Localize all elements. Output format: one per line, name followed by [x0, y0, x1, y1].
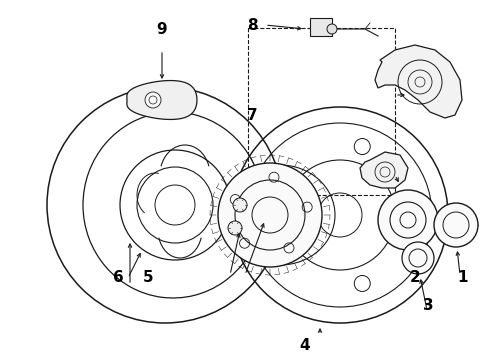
Text: 8: 8 [246, 18, 257, 32]
Bar [248, 28, 395, 195]
Polygon shape [127, 81, 197, 120]
Text: 5: 5 [143, 270, 153, 285]
Text: 6: 6 [113, 270, 123, 285]
Circle shape [218, 163, 322, 267]
Circle shape [378, 190, 438, 250]
Text: 3: 3 [423, 297, 433, 312]
Text: 1: 1 [458, 270, 468, 285]
Text: 9: 9 [157, 22, 167, 37]
Text: 2: 2 [410, 270, 420, 285]
Bar [310, 18, 332, 36]
Circle shape [327, 24, 337, 34]
Polygon shape [360, 152, 408, 188]
Circle shape [402, 242, 434, 274]
Circle shape [434, 203, 478, 247]
Circle shape [145, 92, 161, 108]
Circle shape [233, 198, 247, 212]
Text: 7: 7 [246, 108, 257, 122]
Circle shape [228, 221, 242, 235]
Text: 4: 4 [300, 338, 310, 352]
Polygon shape [375, 45, 462, 118]
